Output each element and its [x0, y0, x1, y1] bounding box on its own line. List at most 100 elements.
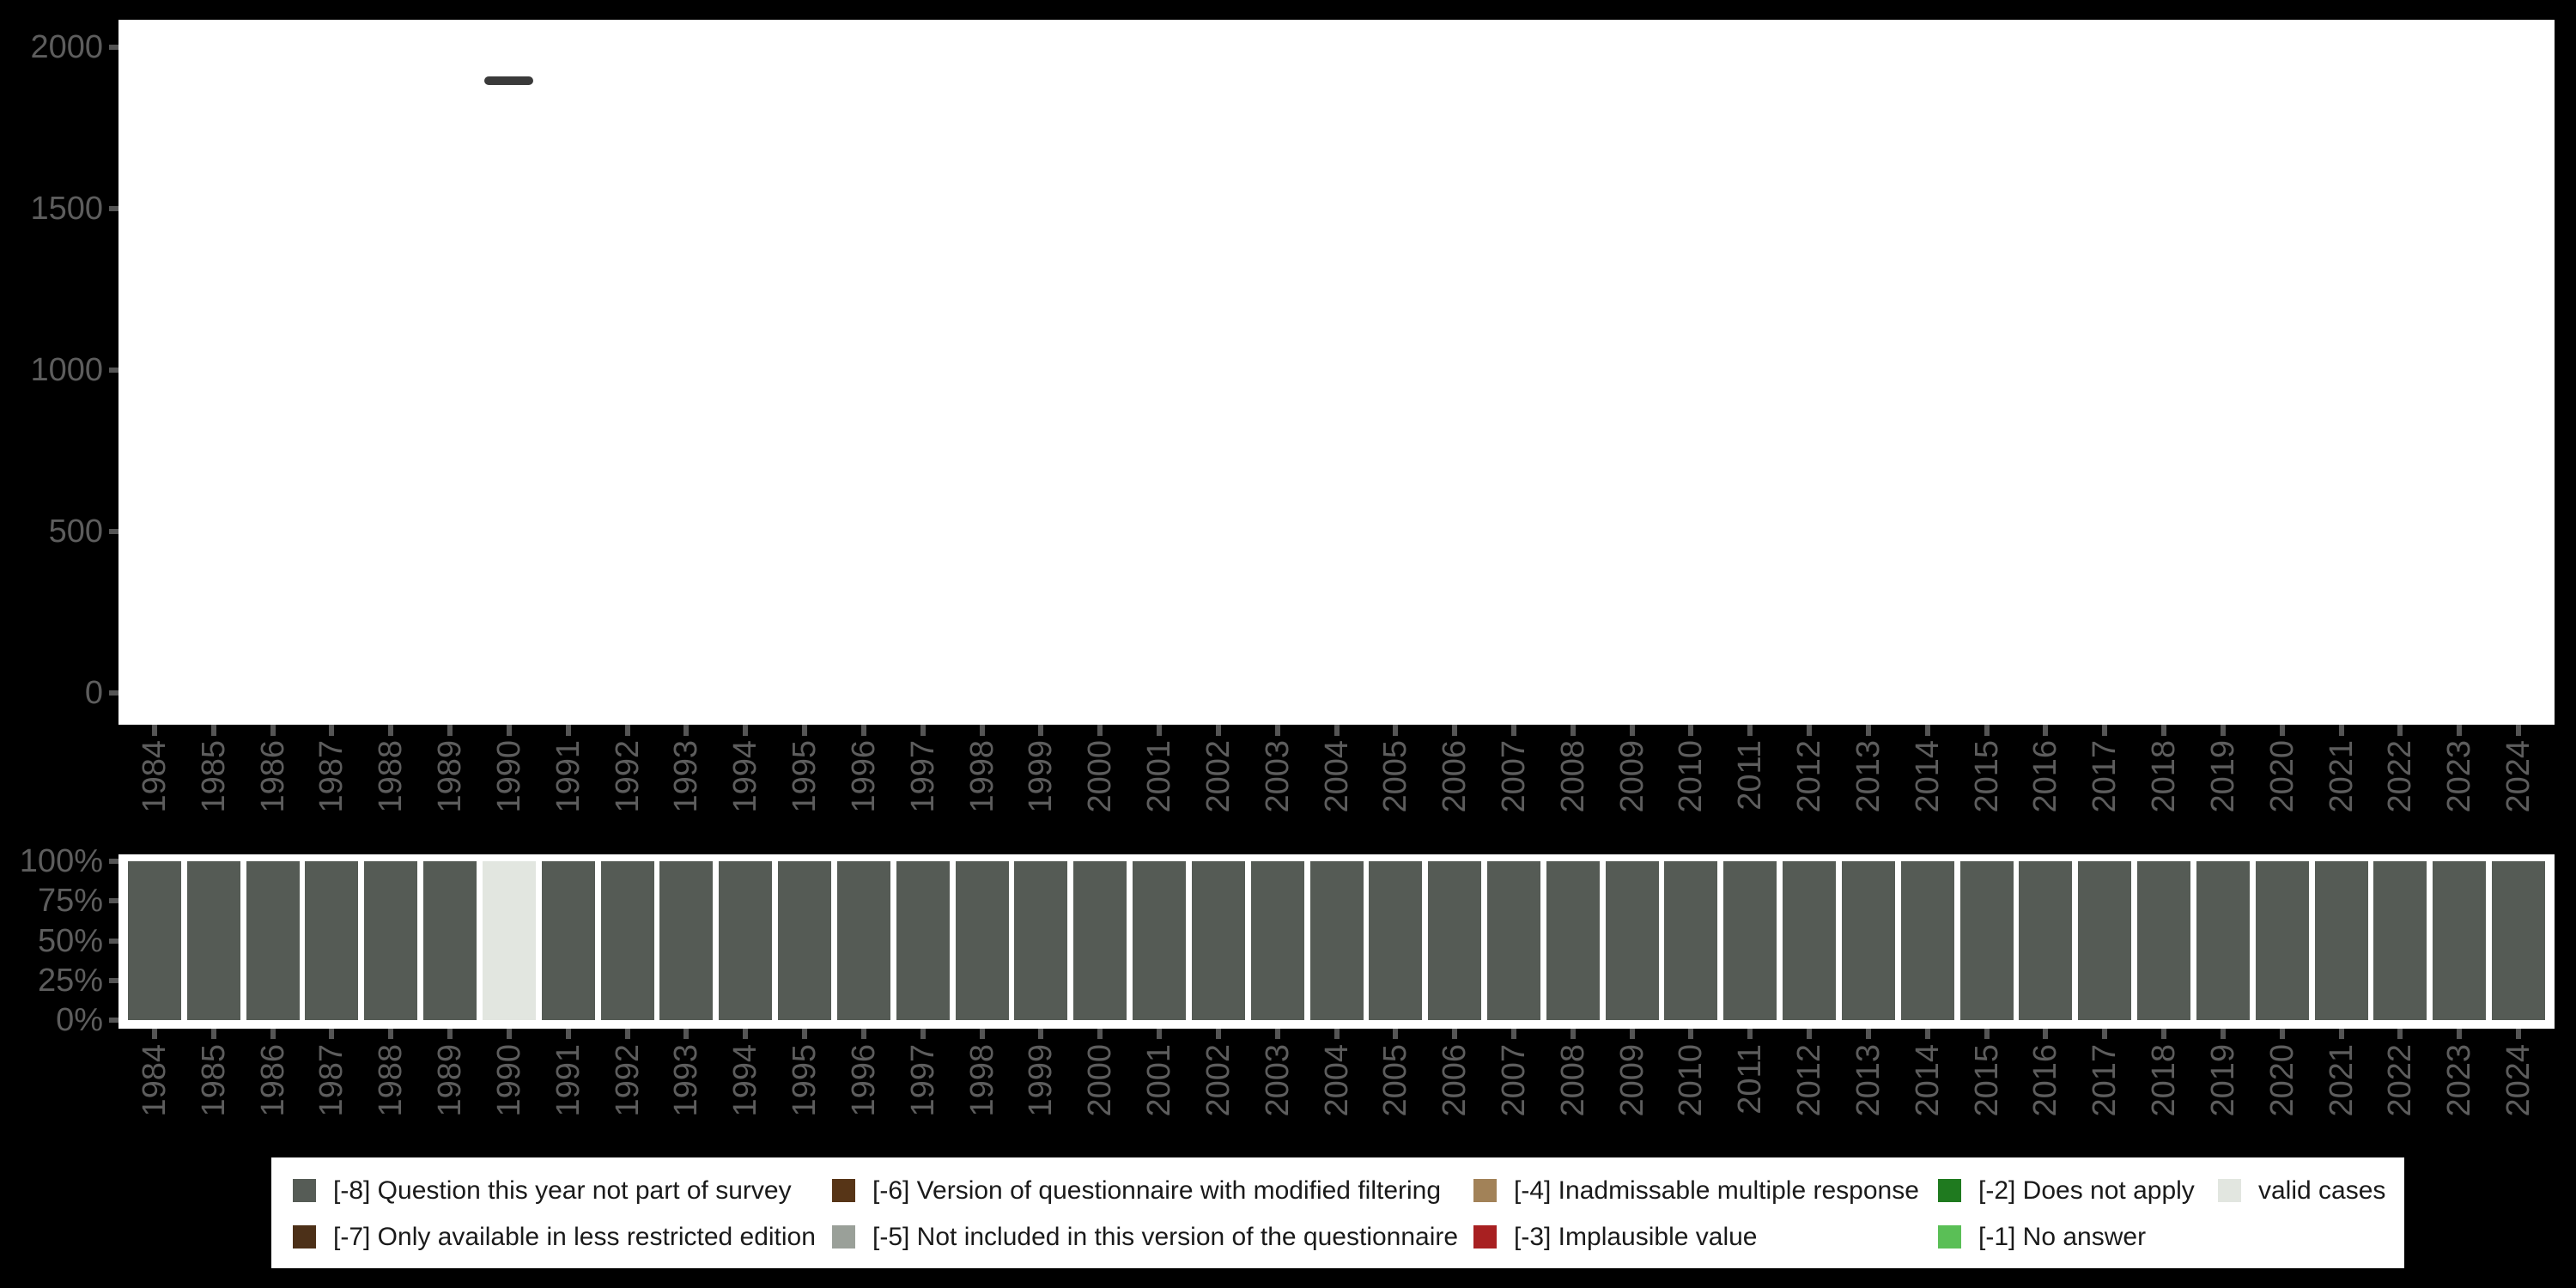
bar-2023-missing-8 [2433, 861, 2487, 1020]
legend-label: [-4] Inadmissable multiple response [1514, 1176, 1919, 1205]
top-chart-ytick [109, 529, 118, 534]
bar-2015-missing-8 [1959, 861, 2014, 1020]
top-chart-xtick [329, 725, 335, 736]
bottom-chart-ytick [109, 898, 118, 904]
bottom-chart-year-label: 1986 [254, 1044, 291, 1117]
top-chart-ytick [109, 45, 118, 50]
top-chart-ytick [109, 368, 118, 373]
top-chart-xtick [802, 725, 808, 736]
bar-1986-missing-8 [246, 861, 300, 1020]
bottom-chart-year-label: 1997 [904, 1044, 941, 1117]
bottom-chart-xtick [1097, 1029, 1103, 1039]
bar-1995-missing-8 [778, 861, 832, 1020]
legend-item-minus3: [-3] Implausible value [1473, 1222, 1757, 1252]
top-chart-xtick [388, 725, 394, 736]
top-chart-xtick [447, 725, 453, 736]
legend-item-minus7: [-7] Only available in less restricted e… [293, 1222, 816, 1252]
top-chart-year-label: 2004 [1318, 740, 1355, 813]
valid-cases-marker-1990 [484, 76, 534, 86]
bottom-chart-year-label: 2004 [1318, 1044, 1355, 1117]
top-chart-xtick [2279, 725, 2285, 736]
bottom-chart-year-label: 1991 [550, 1044, 586, 1117]
bottom-chart-year-label: 1999 [1023, 1044, 1060, 1117]
bottom-chart-xtick [1334, 1029, 1340, 1039]
bottom-chart-ytick-label: 25% [37, 962, 103, 999]
legend-label: [-3] Implausible value [1514, 1222, 1758, 1251]
bottom-chart-year-label: 1995 [787, 1044, 823, 1117]
bar-1993-missing-8 [659, 861, 714, 1020]
bar-2002-missing-8 [1191, 861, 1245, 1020]
top-chart-year-label: 2024 [2500, 740, 2537, 813]
top-chart-year-label: 1998 [963, 740, 1000, 813]
bar-1988-missing-8 [364, 861, 418, 1020]
bottom-chart-year-label: 2013 [1850, 1044, 1886, 1117]
top-chart-xtick [1807, 725, 1813, 736]
bottom-chart-xtick [1747, 1029, 1753, 1039]
top-chart-xtick [1038, 725, 1044, 736]
top-chart-xtick [1452, 725, 1458, 736]
bar-1998-missing-8 [955, 861, 1009, 1020]
top-chart-year-label: 2022 [2382, 740, 2419, 813]
top-chart-xtick [860, 725, 866, 736]
bottom-chart-ytick-label: 75% [37, 883, 103, 920]
legend-swatch-minus1 [1938, 1225, 1961, 1249]
top-chart-year-label: 2021 [2323, 740, 2360, 813]
legend-label: valid cases [2258, 1176, 2386, 1205]
bar-1992-missing-8 [600, 861, 654, 1020]
top-chart-year-label: 2023 [2441, 740, 2478, 813]
bar-1989-missing-8 [423, 861, 477, 1020]
bottom-chart-xtick [329, 1029, 335, 1039]
bar-2001-missing-8 [1133, 861, 1187, 1020]
bar-2013-missing-8 [1841, 861, 1895, 1020]
top-chart-xtick [1924, 725, 1930, 736]
top-chart-xtick [2338, 725, 2344, 736]
top-chart-xtick [1274, 725, 1280, 736]
legend-item-minus6: [-6] Version of questionnaire with modif… [832, 1176, 1441, 1206]
bar-2012-missing-8 [1783, 861, 1837, 1020]
bottom-chart-xtick [743, 1029, 749, 1039]
top-chart-year-label: 1990 [490, 740, 527, 813]
top-chart-year-label: 1985 [195, 740, 232, 813]
bottom-chart-xtick [2161, 1029, 2167, 1039]
bottom-chart-xtick [920, 1029, 926, 1039]
top-chart-year-label: 1995 [787, 740, 823, 813]
bottom-chart-year-label: 2015 [1968, 1044, 2005, 1117]
legend-swatch-valid-cases [2218, 1179, 2241, 1202]
legend-item-valid-cases: valid cases [2218, 1176, 2385, 1206]
top-chart-year-label: 1994 [727, 740, 764, 813]
bottom-chart-year-label: 2012 [1791, 1044, 1828, 1117]
top-chart-year-label: 2007 [1495, 740, 1532, 813]
top-chart-year-label: 1988 [373, 740, 410, 813]
bar-2017-missing-8 [2078, 861, 2132, 1020]
bottom-chart-ytick-label: 100% [19, 843, 103, 879]
bottom-chart-year-label: 1989 [432, 1044, 469, 1117]
bar-2022-missing-8 [2373, 861, 2427, 1020]
top-chart-year-label: 2014 [1909, 740, 1946, 813]
bottom-chart-year-label: 2023 [2441, 1044, 2478, 1117]
bottom-chart-xtick [979, 1029, 985, 1039]
bottom-chart-year-label: 2019 [2204, 1044, 2241, 1117]
bottom-chart-xtick [388, 1029, 394, 1039]
legend-label: [-7] Only available in less restricted e… [333, 1222, 816, 1251]
bottom-chart-year-label: 2001 [1141, 1044, 1178, 1117]
bar-2005-missing-8 [1369, 861, 1423, 1020]
top-chart-year-label: 2001 [1141, 740, 1178, 813]
bottom-chart-year-label: 2007 [1495, 1044, 1532, 1117]
legend: [-8] Question this year not part of surv… [271, 1157, 2404, 1268]
bottom-chart-xtick [1157, 1029, 1163, 1039]
bottom-chart-xtick [1570, 1029, 1576, 1039]
bottom-chart-xtick [860, 1029, 866, 1039]
bottom-chart-year-label: 2006 [1437, 1044, 1473, 1117]
top-chart-year-label: 2018 [2146, 740, 2183, 813]
bottom-chart-year-label: 2018 [2146, 1044, 2183, 1117]
legend-item-minus8: [-8] Question this year not part of surv… [293, 1176, 792, 1206]
top-chart-year-label: 2003 [1259, 740, 1296, 813]
bottom-chart-ytick [109, 1018, 118, 1023]
bottom-chart-ytick-label: 0% [56, 1002, 103, 1038]
legend-label: [-8] Question this year not part of surv… [333, 1176, 792, 1205]
top-chart-year-label: 1999 [1023, 740, 1060, 813]
top-chart-year-label: 2019 [2204, 740, 2241, 813]
legend-label: [-1] No answer [1978, 1222, 2147, 1251]
top-chart-year-label: 1987 [313, 740, 350, 813]
bottom-chart-xtick [1924, 1029, 1930, 1039]
